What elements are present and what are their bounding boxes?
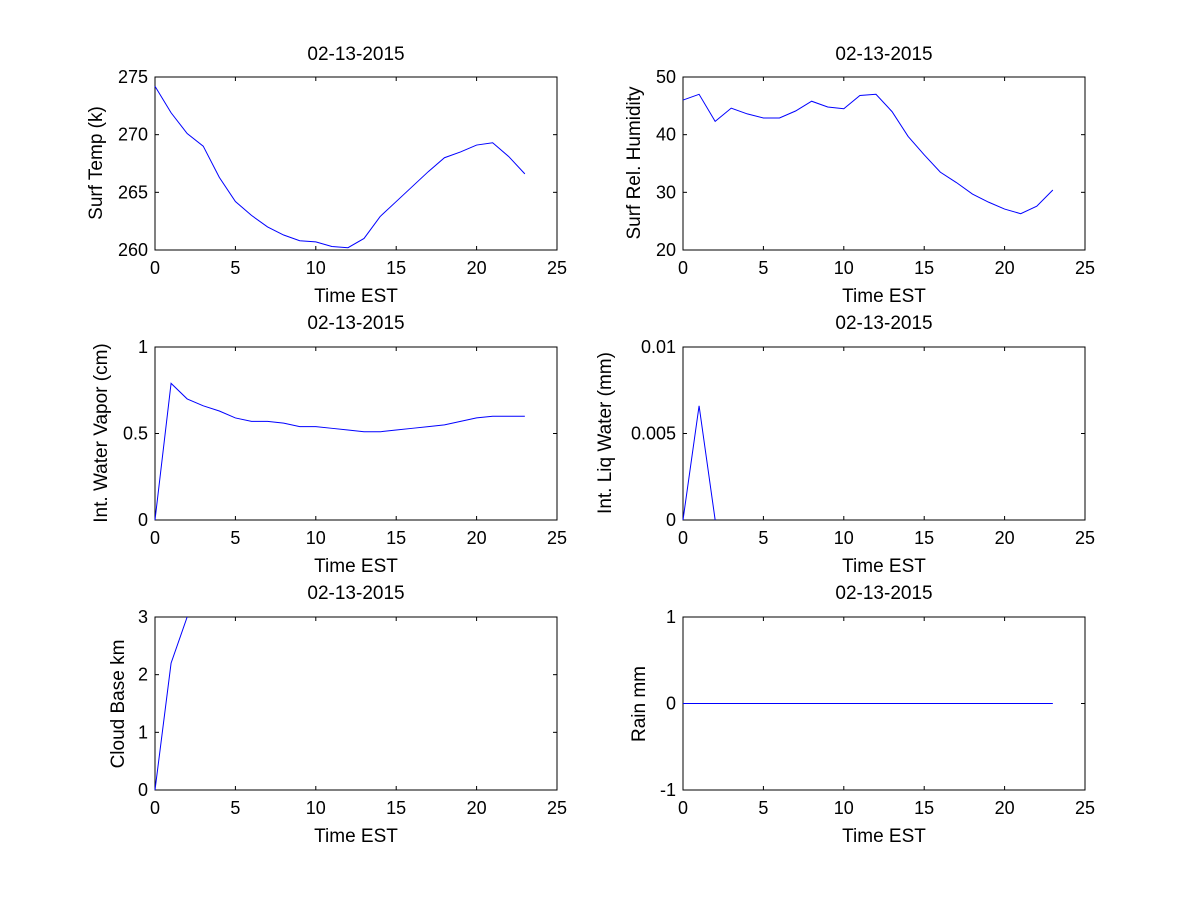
x-tick-label: 15 xyxy=(914,798,934,818)
x-tick-label: 15 xyxy=(914,528,934,548)
series-line xyxy=(682,93,1054,215)
x-axis-label: Time EST xyxy=(842,286,926,307)
y-axis-label: Rain mm xyxy=(629,666,650,742)
x-axis-label: Time EST xyxy=(842,556,926,577)
y-tick-label: 275 xyxy=(118,67,148,87)
y-tick-label: 0 xyxy=(666,694,676,714)
x-tick-label: 15 xyxy=(386,528,406,548)
x-tick-label: 25 xyxy=(1075,528,1095,548)
y-tick-label: 50 xyxy=(656,67,676,87)
x-tick-label: 5 xyxy=(230,528,240,548)
plot-area-int-liq-water: 0 5 10 15 20 25 0 0.005 0.01 xyxy=(631,337,1095,548)
y-tick-label: 0.005 xyxy=(631,424,676,444)
y-tick-label: 0 xyxy=(666,510,676,530)
x-tick-label: 20 xyxy=(995,798,1015,818)
x-tick-label: 15 xyxy=(386,798,406,818)
y-axis-label: Surf Rel. Humidity xyxy=(624,86,645,240)
x-tick-label: 5 xyxy=(758,258,768,278)
x-tick-label: 10 xyxy=(306,798,326,818)
subplot-surf-temp: 02-13-2015 Surf Temp (k) Time EST 0 5 10 15… xyxy=(86,44,567,307)
plot-area-surf-temp: 0 5 10 15 20 25 260 265 270 275 xyxy=(118,67,567,278)
subplot-int-liq-water: 02-13-2015 Int. Liq Water (mm) Time EST … xyxy=(595,313,1095,577)
x-tick-label: 0 xyxy=(678,258,688,278)
x-tick-label: 0 xyxy=(678,798,688,818)
chart-title: 02-13-2015 xyxy=(835,583,932,604)
chart-title: 02-13-2015 xyxy=(835,313,932,334)
y-tick-label: 1 xyxy=(138,337,148,357)
x-tick-label: 10 xyxy=(834,258,854,278)
x-tick-label: 25 xyxy=(547,798,567,818)
x-axis-label: Time EST xyxy=(314,826,398,847)
chart-title: 02-13-2015 xyxy=(307,44,404,65)
y-tick-label: 0 xyxy=(138,510,148,530)
plot-area-int-water-vapor: 0 5 10 15 20 25 0 0.5 1 xyxy=(123,337,567,548)
x-tick-label: 0 xyxy=(150,258,160,278)
x-tick-label: 5 xyxy=(758,528,768,548)
x-tick-label: 0 xyxy=(150,528,160,548)
plot-area-surf-rel-humidity: 0 5 10 15 20 25 20 30 40 50 xyxy=(656,67,1095,278)
y-tick-label: 260 xyxy=(118,240,148,260)
x-tick-label: 25 xyxy=(547,258,567,278)
y-tick-label: 265 xyxy=(118,182,148,202)
x-tick-label: 20 xyxy=(995,528,1015,548)
x-tick-label: 25 xyxy=(1075,258,1095,278)
x-axis-label: Time EST xyxy=(842,826,926,847)
plot-area-cloud-base: 0 5 10 15 20 25 0 1 2 3 xyxy=(138,607,567,818)
x-tick-label: 10 xyxy=(306,528,326,548)
y-tick-label: 1 xyxy=(666,607,676,627)
subplot-surf-rel-humidity: 02-13-2015 Surf Rel. Humidity Time EST 0… xyxy=(624,44,1095,307)
x-tick-label: 20 xyxy=(467,258,487,278)
y-tick-label: 0 xyxy=(138,780,148,800)
x-tick-label: 0 xyxy=(150,798,160,818)
y-tick-label: -1 xyxy=(660,780,676,800)
y-axis-label: Cloud Base km xyxy=(108,640,129,769)
subplot-cloud-base: 02-13-2015 Cloud Base km Time EST 0 5 10 15… xyxy=(108,583,567,847)
y-axis-label: Int. Liq Water (mm) xyxy=(595,352,616,514)
x-tick-label: 5 xyxy=(230,798,240,818)
x-axis-label: Time EST xyxy=(314,556,398,577)
axes-frame xyxy=(682,76,1086,251)
plot-area-rain: 0 5 10 15 20 25-101 xyxy=(660,607,1095,818)
y-tick-label: 30 xyxy=(656,182,676,202)
x-tick-label: 10 xyxy=(834,798,854,818)
y-tick-label: 40 xyxy=(656,125,676,145)
y-tick-label: 3 xyxy=(138,607,148,627)
chart-title: 02-13-2015 xyxy=(835,44,932,65)
chart-title: 02-13-2015 xyxy=(307,583,404,604)
y-tick-label: 0.01 xyxy=(641,337,676,357)
x-axis-label: Time EST xyxy=(314,286,398,307)
subplot-rain: 02-13-2015 Rain mm Time EST 0 5 10 15 20 25-1… xyxy=(629,583,1095,847)
x-tick-label: 20 xyxy=(467,798,487,818)
x-tick-label: 0 xyxy=(678,528,688,548)
y-tick-label: 2 xyxy=(138,665,148,685)
series-line xyxy=(154,616,188,791)
x-tick-label: 10 xyxy=(834,528,854,548)
x-tick-label: 15 xyxy=(914,258,934,278)
x-tick-label: 15 xyxy=(386,258,406,278)
y-tick-label: 270 xyxy=(118,125,148,145)
axes-frame xyxy=(154,76,558,251)
y-axis-label: Surf Temp (k) xyxy=(86,106,107,220)
y-tick-label: 1 xyxy=(138,722,148,742)
chart-title: 02-13-2015 xyxy=(307,313,404,334)
y-tick-label: 0.5 xyxy=(123,424,148,444)
x-tick-label: 10 xyxy=(306,258,326,278)
x-tick-label: 5 xyxy=(230,258,240,278)
series-line xyxy=(154,382,525,521)
axes-frame xyxy=(154,616,558,791)
subplot-int-water-vapor: 02-13-2015 Int. Water Vapor (cm) Time ES… xyxy=(91,313,567,577)
x-tick-label: 25 xyxy=(1075,798,1095,818)
x-tick-label: 25 xyxy=(547,528,567,548)
y-tick-label: 20 xyxy=(656,240,676,260)
x-tick-label: 20 xyxy=(995,258,1015,278)
x-tick-label: 20 xyxy=(467,528,487,548)
series-line xyxy=(154,85,526,249)
x-tick-label: 5 xyxy=(758,798,768,818)
y-axis-label: Int. Water Vapor (cm) xyxy=(91,343,112,522)
series-line xyxy=(682,405,716,521)
